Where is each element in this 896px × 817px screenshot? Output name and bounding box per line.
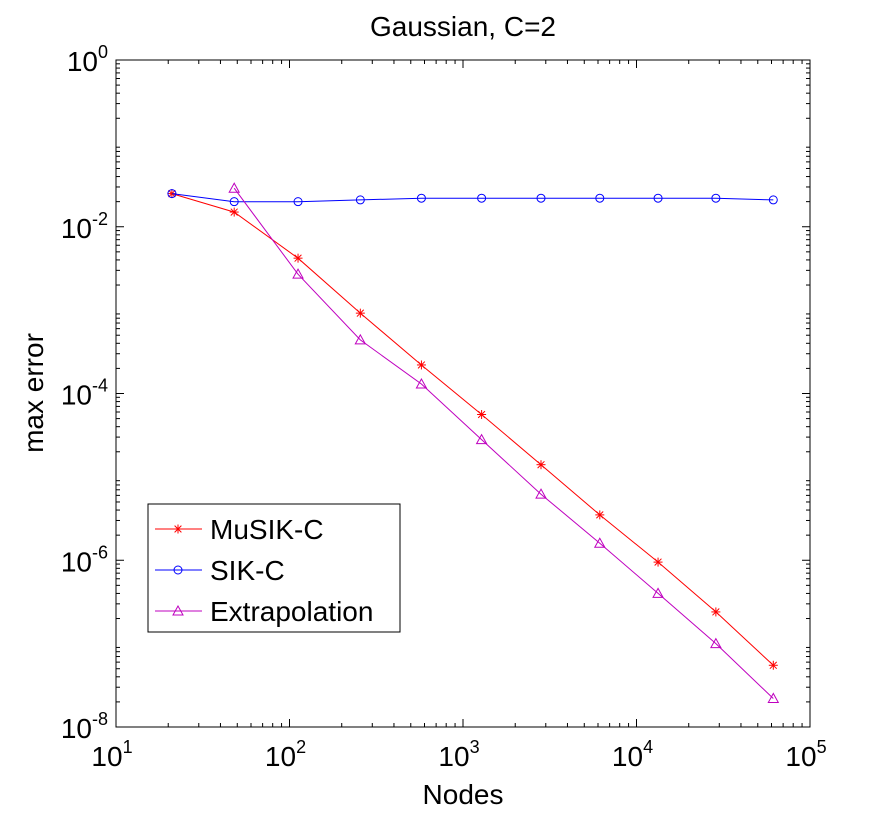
y-tick-label: 10-2 [61, 209, 108, 244]
x-axis-label: Nodes [423, 779, 504, 810]
data-point [293, 253, 303, 263]
data-point [653, 557, 663, 567]
data-point [293, 197, 303, 207]
legend-marker-sik-c [173, 565, 183, 575]
data-point [711, 193, 721, 203]
data-point [229, 197, 239, 207]
y-tick-label: 10-8 [61, 709, 108, 744]
series-layer [167, 182, 780, 703]
legend-marker-glyph [173, 565, 183, 575]
y-tick-label: 10-6 [61, 542, 108, 577]
data-point [416, 360, 426, 370]
series-line-extrapolation [233, 187, 774, 699]
data-point [415, 377, 428, 389]
data-point [536, 193, 546, 203]
x-tick-label: 103 [438, 737, 479, 772]
data-point [767, 692, 780, 703]
data-point [477, 409, 487, 419]
legend: MuSIK-C SIK-C Extrapolation [147, 503, 401, 633]
legend-label-musik-c: MuSIK-C [210, 514, 324, 545]
x-tick-label: 102 [265, 737, 306, 772]
legend-marker-extrapolation [172, 604, 184, 616]
data-point [355, 195, 365, 205]
data-point [536, 460, 546, 470]
x-tick-label: 105 [785, 737, 826, 772]
data-point [477, 193, 487, 203]
data-point [768, 660, 778, 670]
data-point [475, 433, 488, 445]
data-point [593, 537, 606, 548]
data-point [535, 488, 547, 499]
data-point [595, 193, 605, 203]
x-tick-label: 104 [612, 737, 653, 772]
data-point [354, 333, 367, 345]
data-point [355, 308, 365, 318]
chart-title: Gaussian, C=2 [370, 11, 556, 42]
axis-ticks: 101 102 103 104 105 100 10-2 10-4 10-6 10-8 [61, 42, 827, 772]
data-point [595, 510, 605, 520]
data-point [229, 207, 239, 217]
data-point [711, 607, 721, 617]
legend-marker-glyph [173, 524, 183, 534]
x-tick-label: 101 [91, 737, 132, 772]
legend-marker-glyph [172, 604, 184, 616]
legend-label-extrapolation: Extrapolation [210, 596, 373, 627]
data-point [653, 193, 663, 203]
data-point [228, 182, 241, 193]
series-line-sik-c [171, 193, 774, 203]
data-point [768, 195, 778, 205]
data-point [652, 587, 664, 598]
y-axis-label: max error [18, 333, 49, 453]
data-point [292, 268, 304, 279]
data-point [416, 193, 426, 203]
legend-label-sik-c: SIK-C [210, 555, 285, 586]
data-point [710, 637, 722, 649]
legend-marker-musik-c [173, 524, 183, 534]
data-point [167, 189, 177, 199]
y-tick-label: 100 [67, 42, 108, 77]
y-tick-label: 10-4 [61, 376, 108, 411]
